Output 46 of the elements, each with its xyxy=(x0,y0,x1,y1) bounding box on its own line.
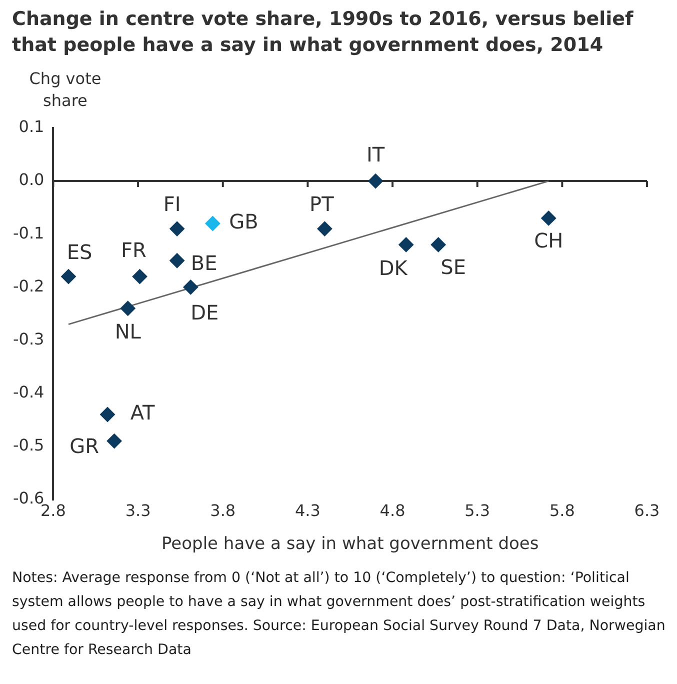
point xyxy=(100,407,116,422)
x-tick-label: 5.8 xyxy=(549,501,575,520)
point xyxy=(60,269,76,284)
x-axis-title: People have a say in what government does xyxy=(162,534,539,554)
point xyxy=(170,253,185,268)
y-axis-title: Chg vote share xyxy=(29,69,102,110)
y-tick-label: -0.4 xyxy=(13,382,44,402)
annotation: ES xyxy=(66,240,92,264)
x-tick-label: 4.3 xyxy=(294,501,320,520)
point xyxy=(368,174,384,189)
annotation: SE xyxy=(440,254,466,279)
y-tick-label: -0.3 xyxy=(13,329,44,348)
point xyxy=(120,300,136,316)
point xyxy=(541,210,556,226)
x-tick-label: 4.8 xyxy=(380,501,406,520)
text: Notes: Average response from 0 (‘Not at all’) to 10 (‘Completely’) to question: ‘Political system allows people to have a say in what government does’ post-stratification weights used for country-level responses. Source: European Social Survey Round 7 Data, Norwegian Centre for Research Data xyxy=(12,569,666,660)
y-tick-label: -0.2 xyxy=(13,276,44,296)
annotation: GR xyxy=(70,434,100,458)
chart-title: Change in centre vote share, 1990s to 2016, versus belief that people have a say in what government does, 2014 xyxy=(12,7,634,58)
y-tick-label: 0.0 xyxy=(18,170,44,190)
annotation: NL xyxy=(114,320,142,344)
annotation: IT xyxy=(366,142,386,166)
y-tick-label: -0.5 xyxy=(13,436,44,454)
point xyxy=(106,434,122,449)
annotation: CH xyxy=(534,228,564,252)
x-tick-label: 3.8 xyxy=(210,501,236,520)
point xyxy=(205,216,220,232)
point xyxy=(317,221,332,236)
annotation: AT xyxy=(130,400,156,425)
annotation: GB xyxy=(229,210,258,234)
annotation: DK xyxy=(378,256,408,280)
point xyxy=(430,237,446,252)
y-tick-label: -0.1 xyxy=(13,223,44,242)
annotation: FI xyxy=(163,192,181,216)
annotation: PT xyxy=(310,192,335,216)
annotation: FR xyxy=(121,238,147,262)
x-tick-label: 3.3 xyxy=(125,501,151,520)
point xyxy=(132,269,148,284)
x-tick-label: 6.3 xyxy=(634,501,660,520)
point xyxy=(398,237,414,252)
point xyxy=(170,221,185,236)
y-tick-label: 0.1 xyxy=(18,117,44,136)
point xyxy=(183,280,198,295)
annotation: DE xyxy=(190,300,219,324)
annotation: BE xyxy=(190,250,218,275)
x-tick-label: 5.3 xyxy=(464,501,490,520)
